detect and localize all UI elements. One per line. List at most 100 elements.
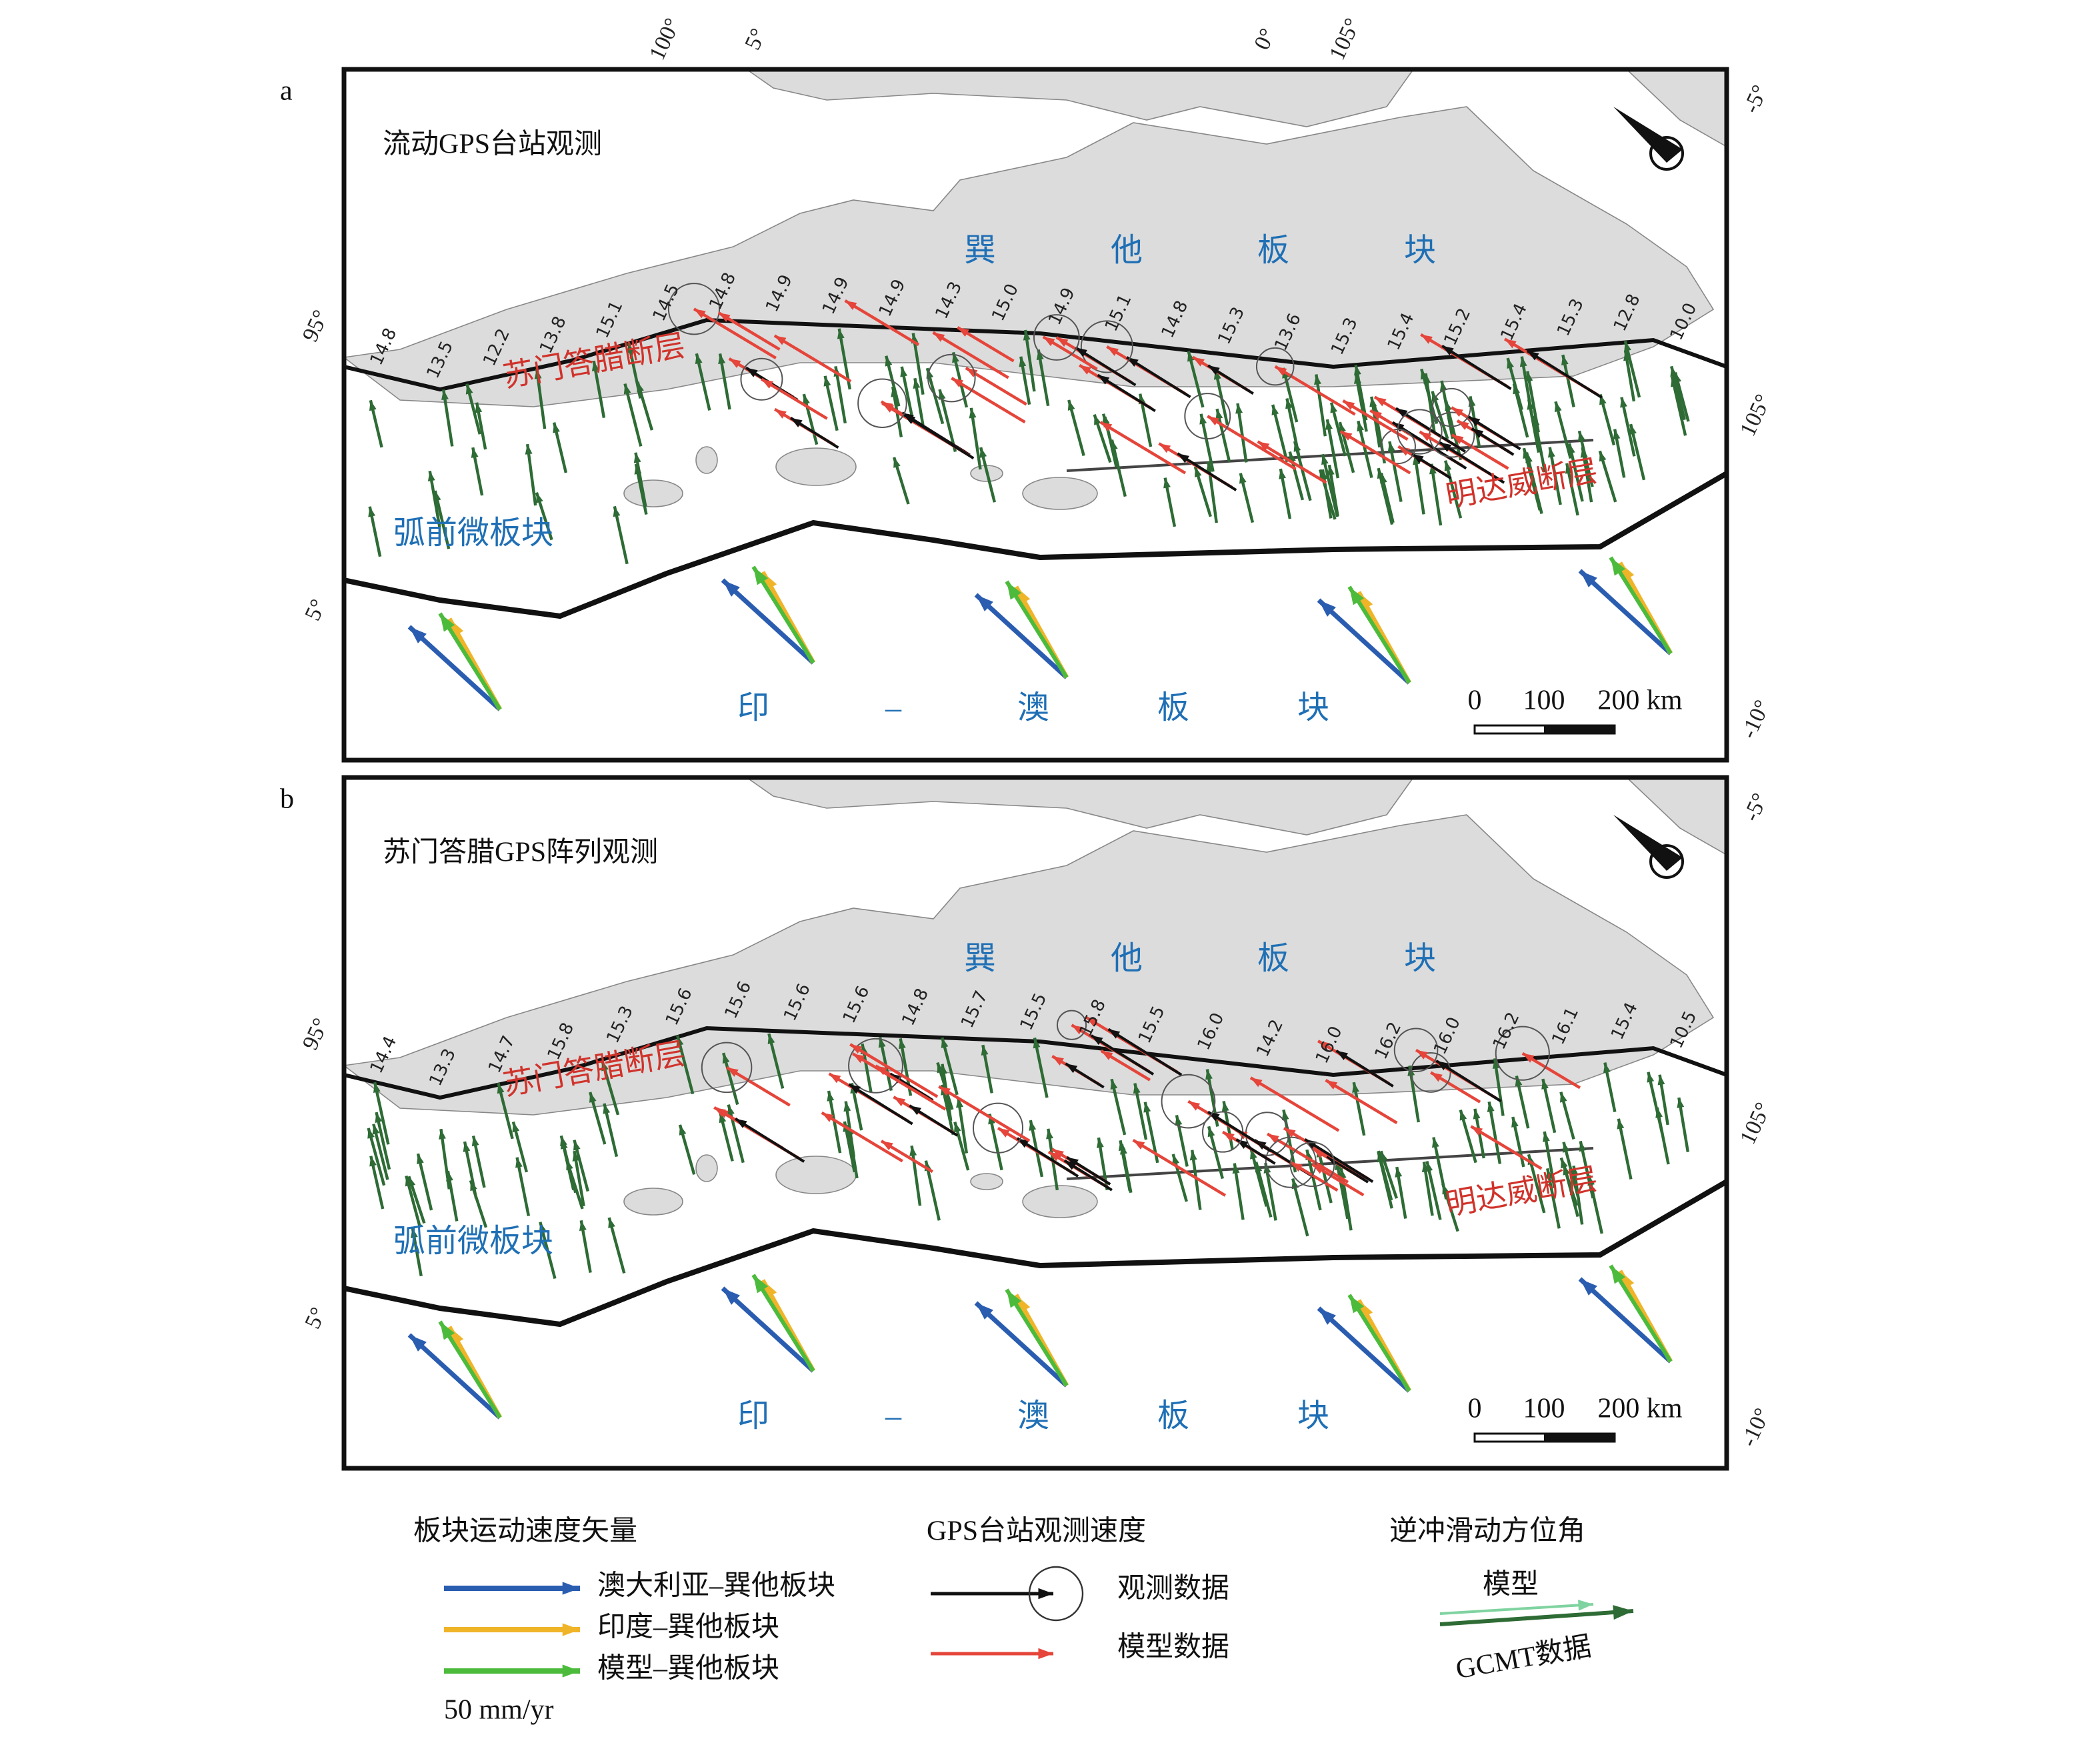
arrow-head bbox=[1189, 1150, 1197, 1161]
plate-label: 块 bbox=[1297, 690, 1329, 725]
arrow-head bbox=[589, 1092, 597, 1103]
arrow-head bbox=[849, 1084, 861, 1094]
arrow-head bbox=[933, 332, 945, 342]
arrow-shaft bbox=[951, 377, 1026, 424]
arrow-head bbox=[1559, 1092, 1567, 1103]
arrow-head bbox=[1611, 557, 1626, 576]
arrow-head bbox=[1445, 400, 1452, 411]
coord-label: 95° bbox=[298, 1014, 334, 1054]
arrow-head bbox=[1205, 1069, 1213, 1080]
arrow-head bbox=[1097, 375, 1110, 385]
error-ellipse bbox=[667, 283, 721, 335]
arrow-shaft bbox=[1609, 556, 1673, 655]
legend-item: 模型–巽他板块 bbox=[597, 1654, 779, 1684]
arrow-shaft bbox=[1207, 461, 1218, 523]
arrow-head bbox=[1444, 460, 1452, 471]
arrow-head bbox=[539, 1222, 547, 1233]
arrow-head bbox=[1624, 341, 1631, 352]
arrow-head bbox=[1207, 416, 1219, 426]
arrow-shaft bbox=[1207, 415, 1297, 471]
arrow-shaft bbox=[910, 1145, 922, 1206]
arrow-head bbox=[753, 567, 769, 585]
arrow-head bbox=[1067, 1157, 1079, 1167]
arrow-shaft bbox=[751, 1274, 815, 1372]
arrow-head bbox=[579, 1220, 587, 1232]
arrow-head bbox=[1029, 1120, 1037, 1131]
arrow-shaft bbox=[623, 383, 643, 447]
arrow-head bbox=[1188, 1101, 1201, 1111]
arrow-head bbox=[1172, 1154, 1180, 1165]
arrow-head bbox=[553, 422, 560, 433]
arrow-head bbox=[1102, 413, 1110, 425]
arrow-shaft bbox=[373, 1082, 390, 1145]
arrow-head bbox=[1387, 441, 1395, 452]
arrow-shaft bbox=[1317, 598, 1411, 685]
arrow-head bbox=[1038, 1588, 1053, 1600]
arrow-head bbox=[913, 378, 921, 389]
arrow-shaft bbox=[407, 1333, 502, 1420]
arrow-head bbox=[956, 1097, 963, 1108]
arrow-head bbox=[1349, 587, 1365, 605]
arrow-shaft bbox=[969, 407, 982, 470]
error-ellipse bbox=[1080, 320, 1133, 373]
arrow-head bbox=[372, 1124, 380, 1135]
arrow-shaft bbox=[932, 331, 1009, 379]
arrow-head bbox=[1613, 1605, 1633, 1620]
arrow-head bbox=[1468, 416, 1481, 427]
plate-label: 块 bbox=[1404, 233, 1436, 268]
arrow-head bbox=[1578, 431, 1585, 442]
malay-land bbox=[1625, 777, 1727, 855]
arrow-shaft bbox=[1325, 1079, 1398, 1124]
arrow-head bbox=[746, 367, 758, 377]
legend-item: 模型 bbox=[1483, 1570, 1539, 1600]
arrow-head bbox=[676, 1035, 684, 1046]
coord-label: 5° bbox=[740, 25, 771, 53]
arrow-head bbox=[1279, 468, 1287, 479]
arrow-shaft bbox=[1097, 373, 1156, 413]
arrow-head bbox=[1094, 414, 1101, 425]
error-ellipse bbox=[927, 353, 976, 403]
arrow-shaft bbox=[407, 625, 502, 711]
arrow-head bbox=[1505, 339, 1517, 349]
map-panel: a流动GPS台站观测巽他板块印 – 澳板块弧前微板块苏门答腊断层明达威断层14.8 1… bbox=[280, 15, 1776, 763]
arrow-head bbox=[1617, 1118, 1625, 1130]
arrow-shaft bbox=[693, 307, 777, 359]
borneo-land bbox=[745, 69, 1414, 127]
arrow-head bbox=[515, 1157, 523, 1168]
arrow-head bbox=[1175, 1115, 1183, 1126]
arrow-shaft bbox=[1430, 463, 1443, 526]
arrow-head bbox=[693, 309, 706, 319]
arrow-head bbox=[463, 1142, 471, 1152]
arrow-head bbox=[1411, 453, 1424, 463]
arrow-head bbox=[633, 452, 641, 463]
arrow-head bbox=[1110, 439, 1118, 451]
arrow-head bbox=[679, 1124, 687, 1136]
arrow-head bbox=[1515, 1076, 1523, 1087]
arrow-head bbox=[1580, 1279, 1597, 1296]
arrow-head bbox=[536, 492, 543, 503]
arrow-head bbox=[409, 627, 427, 643]
arrow-head bbox=[1163, 477, 1171, 489]
error-ellipse bbox=[1033, 314, 1080, 361]
arrow-shaft bbox=[1522, 447, 1541, 511]
plate-label: – bbox=[885, 1398, 902, 1434]
arrow-head bbox=[1425, 1161, 1433, 1172]
arrow-head bbox=[1613, 429, 1621, 440]
arrow-shaft bbox=[1439, 1603, 1594, 1615]
map-content bbox=[344, 69, 1727, 711]
arrow-head bbox=[1159, 443, 1171, 453]
arrow-shaft bbox=[1099, 421, 1187, 475]
legend-title: 板块运动速度矢量 bbox=[413, 1516, 637, 1547]
panel-frame bbox=[341, 67, 1729, 763]
arrow-head bbox=[1071, 1025, 1084, 1035]
malay-land bbox=[1625, 69, 1727, 147]
arrow-head bbox=[1232, 1163, 1240, 1174]
arrow-head bbox=[1100, 422, 1113, 432]
arrow-shaft bbox=[938, 1085, 1031, 1142]
arrow-head bbox=[843, 1101, 851, 1112]
arrow-head bbox=[791, 417, 803, 427]
arrow-shaft bbox=[1090, 1034, 1155, 1076]
arrow-head bbox=[1421, 334, 1433, 344]
